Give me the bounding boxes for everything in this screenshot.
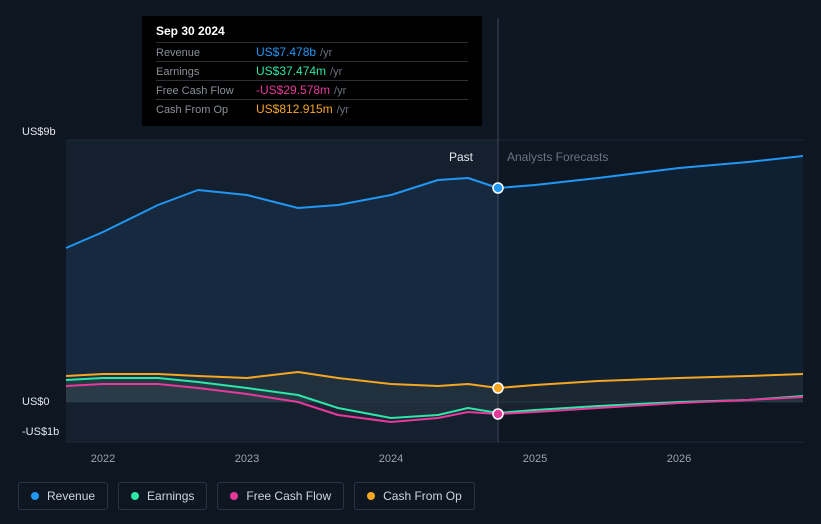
legend-item-label: Cash From Op <box>383 489 462 503</box>
legend-item-cash-from-op[interactable]: Cash From Op <box>354 482 475 510</box>
x-axis-label: 2024 <box>379 453 403 465</box>
legend-dot-icon <box>131 492 139 500</box>
tooltip-row: EarningsUS$37.474m/yr <box>156 61 468 80</box>
legend-dot-icon <box>367 492 375 500</box>
tooltip-row: RevenueUS$7.478b/yr <box>156 42 468 61</box>
legend-item-label: Free Cash Flow <box>246 489 331 503</box>
tooltip-row-suffix: /yr <box>320 47 332 59</box>
legend-item-label: Earnings <box>147 489 194 503</box>
legend-item-label: Revenue <box>47 489 95 503</box>
tooltip-row-suffix: /yr <box>337 104 349 116</box>
y-axis-label: US$0 <box>22 396 50 408</box>
x-axis-label: 2026 <box>667 453 691 465</box>
legend-dot-icon <box>230 492 238 500</box>
tooltip-row-suffix: /yr <box>330 66 342 78</box>
tooltip-row-label: Revenue <box>156 47 256 59</box>
tooltip-row-value: US$7.478b <box>256 45 316 59</box>
x-axis-label: 2022 <box>91 453 115 465</box>
y-axis-label: -US$1b <box>22 426 59 438</box>
legend-item-free-cash-flow[interactable]: Free Cash Flow <box>217 482 344 510</box>
y-axis-label: US$9b <box>22 126 56 138</box>
x-axis-label: 2023 <box>235 453 259 465</box>
tooltip-row-label: Earnings <box>156 66 256 78</box>
tooltip-date: Sep 30 2024 <box>156 24 468 42</box>
legend-item-earnings[interactable]: Earnings <box>118 482 207 510</box>
tooltip: Sep 30 2024 RevenueUS$7.478b/yrEarningsU… <box>142 16 482 126</box>
tooltip-row-label: Cash From Op <box>156 104 256 116</box>
tooltip-row-suffix: /yr <box>334 85 346 97</box>
legend-dot-icon <box>31 492 39 500</box>
x-axis-label: 2025 <box>523 453 547 465</box>
forecast-label: Analysts Forecasts <box>507 150 608 164</box>
tooltip-row: Free Cash Flow-US$29.578m/yr <box>156 80 468 99</box>
tooltip-row: Cash From OpUS$812.915m/yr <box>156 99 468 118</box>
tooltip-row-value: US$37.474m <box>256 64 326 78</box>
legend: Revenue Earnings Free Cash Flow Cash From O… <box>18 482 475 510</box>
tooltip-row-value: -US$29.578m <box>256 83 330 97</box>
tooltip-row-value: US$812.915m <box>256 102 333 116</box>
legend-item-revenue[interactable]: Revenue <box>18 482 108 510</box>
tooltip-row-label: Free Cash Flow <box>156 85 256 97</box>
past-label: Past <box>449 150 473 164</box>
